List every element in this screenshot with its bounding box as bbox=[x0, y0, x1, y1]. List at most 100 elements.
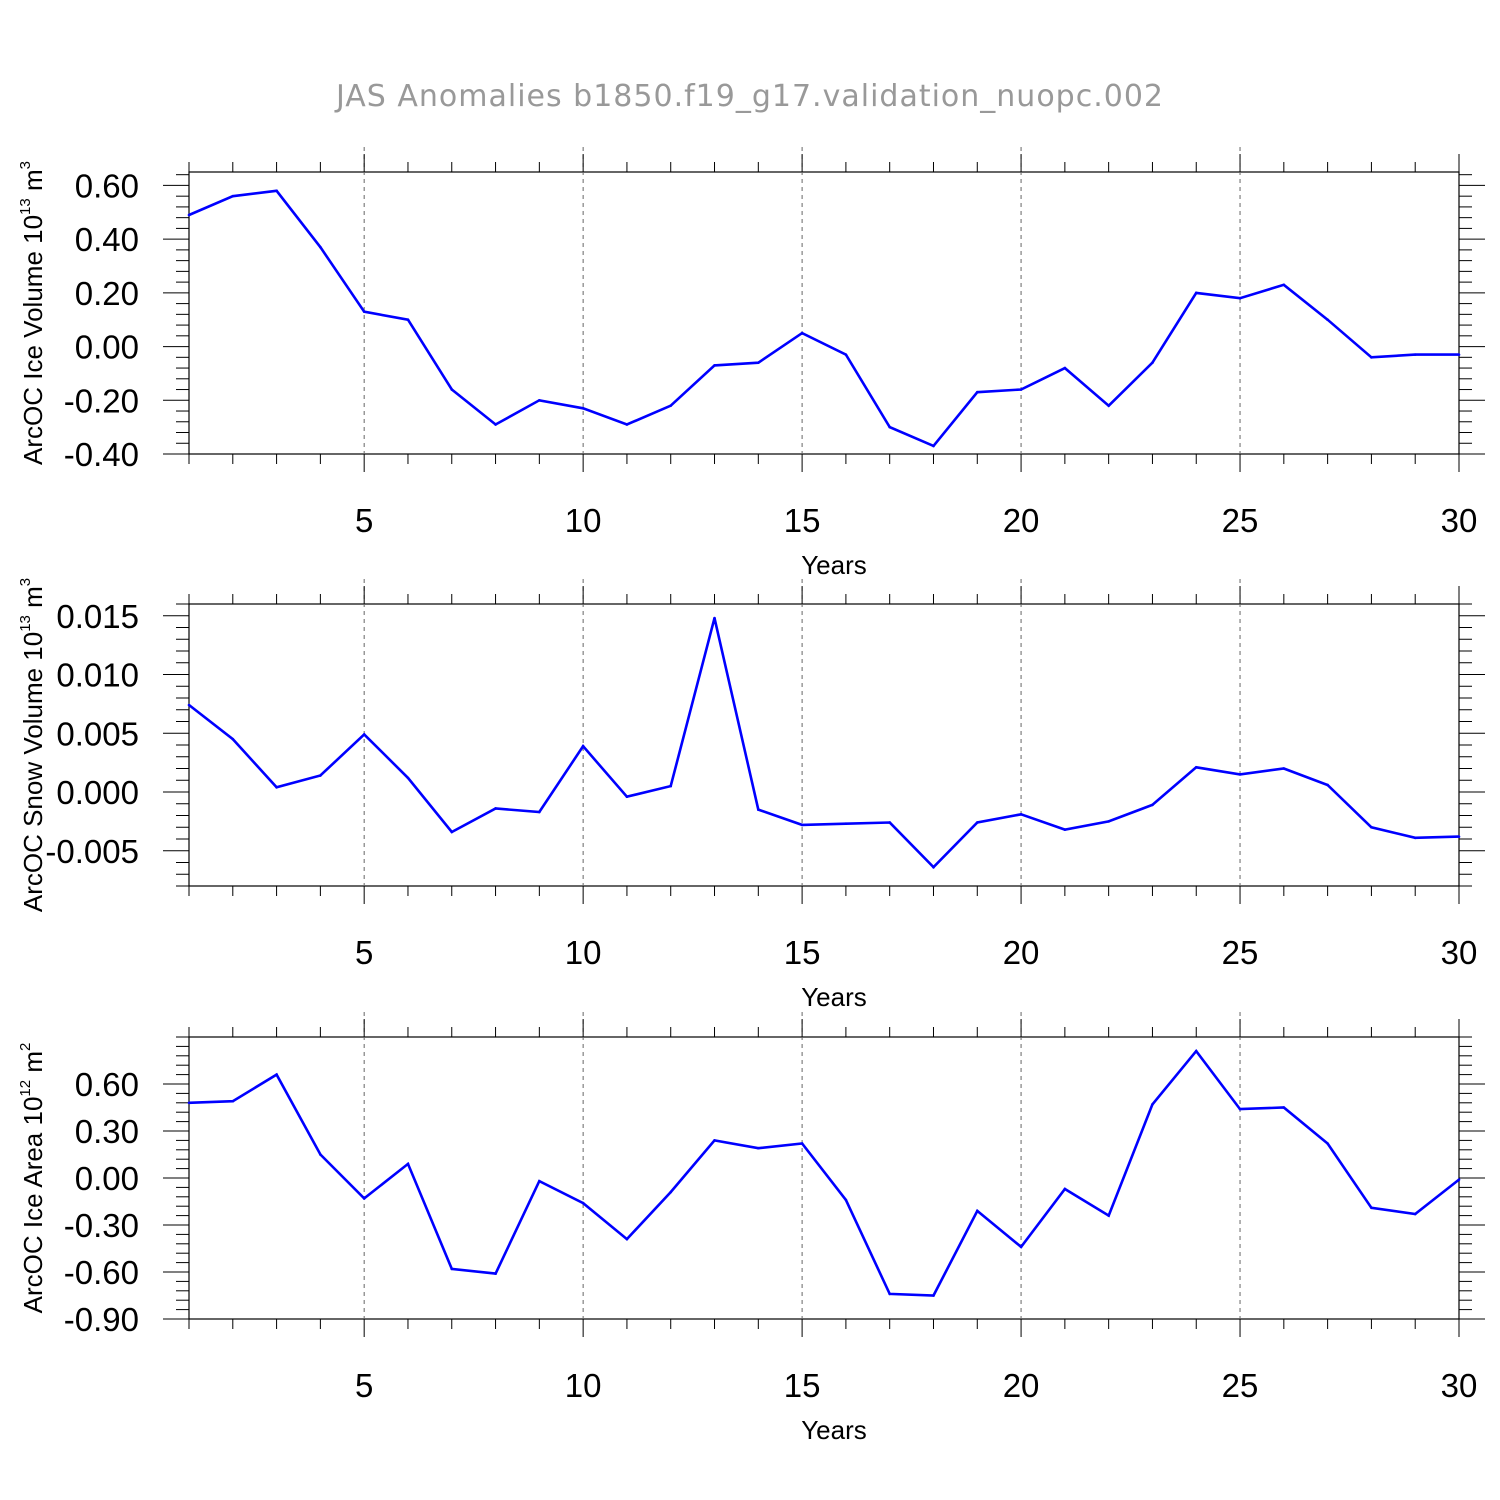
data-point bbox=[800, 823, 804, 827]
series-line bbox=[188, 1048, 1460, 1297]
data-point bbox=[362, 733, 366, 736]
plot-frame bbox=[188, 171, 1460, 455]
x-axis-label: Years bbox=[801, 982, 867, 1012]
x-tick-label: 20 bbox=[1003, 1367, 1040, 1404]
panels: 5 10 15 20 25 30Years0.600.400.200.00-0.20-0.… bbox=[17, 147, 1485, 1445]
y-tick-label: -0.005 bbox=[45, 833, 139, 870]
data-point bbox=[319, 245, 322, 249]
data-point bbox=[406, 1162, 410, 1166]
data-point bbox=[888, 1292, 891, 1296]
y-axis-label-main: ArcOC Snow Volume 10 bbox=[18, 632, 48, 912]
data-point bbox=[1238, 296, 1242, 300]
series-line bbox=[188, 189, 1459, 448]
data-point bbox=[1063, 1187, 1067, 1191]
x-tick-label: 25 bbox=[1222, 934, 1259, 971]
series-line bbox=[188, 617, 1460, 870]
y-axis-label-unit: m bbox=[18, 1051, 48, 1080]
data-point bbox=[450, 830, 454, 834]
data-point bbox=[713, 616, 716, 620]
y-axis-label-main: ArcOC Ice Area 10 bbox=[18, 1097, 48, 1314]
y-tick-label: 0.30 bbox=[75, 1113, 139, 1150]
y-tick-label: -0.90 bbox=[64, 1301, 139, 1338]
y-tick-label: 0.60 bbox=[75, 167, 139, 204]
data-point bbox=[888, 425, 891, 429]
data-point bbox=[1238, 773, 1242, 776]
plot-frame bbox=[188, 603, 1460, 887]
y-tick-label: 0.00 bbox=[75, 329, 139, 366]
y-tick-label: -0.60 bbox=[64, 1254, 139, 1291]
data-point bbox=[538, 810, 541, 814]
data-point bbox=[1326, 1142, 1329, 1145]
x-axis-label: Years bbox=[801, 550, 867, 580]
data-point bbox=[1457, 353, 1461, 356]
x-axis-label: Years bbox=[801, 1415, 867, 1445]
data-point bbox=[581, 744, 585, 748]
data-point bbox=[319, 1153, 322, 1156]
data-point bbox=[275, 1073, 278, 1076]
data-point bbox=[1019, 388, 1023, 391]
y-axis-label-unit-exponent: 3 bbox=[17, 578, 34, 586]
y-tick-label: 0.000 bbox=[56, 774, 139, 811]
data-point bbox=[231, 737, 235, 741]
data-point bbox=[231, 1099, 235, 1103]
data-point bbox=[1282, 283, 1286, 287]
y-tick-label: 0.60 bbox=[75, 1066, 139, 1103]
data-point bbox=[1413, 353, 1417, 356]
panel-3: 5 10 15 20 25 30 Years 0.60 0.30 0.00 -0.30 -0.60 -0… bbox=[17, 1012, 1485, 1445]
data-point bbox=[1370, 825, 1373, 829]
x-tick-label: 20 bbox=[1003, 502, 1040, 539]
data-point bbox=[1194, 1049, 1198, 1053]
y-tick-label: 0.010 bbox=[56, 657, 139, 694]
data-point bbox=[1238, 1107, 1242, 1111]
data-point bbox=[1194, 291, 1198, 295]
y-tick-label: -0.40 bbox=[64, 436, 139, 473]
y-tick-label: 0.015 bbox=[56, 598, 139, 635]
figure-title: JAS Anomalies b1850.f19_g17.validation_n… bbox=[334, 79, 1164, 114]
x-tick-label: 5 bbox=[355, 934, 373, 971]
data-point bbox=[669, 404, 673, 407]
data-point bbox=[625, 1237, 629, 1241]
data-point bbox=[494, 423, 497, 426]
data-point bbox=[669, 1190, 673, 1194]
y-axis-label: ArcOC Ice Area 1012 m2 bbox=[17, 1043, 48, 1314]
y-axis-label-unit: m bbox=[18, 169, 48, 198]
data-point bbox=[625, 423, 629, 426]
data-point bbox=[932, 1294, 935, 1297]
data-point bbox=[757, 1146, 760, 1150]
data-point bbox=[187, 213, 191, 217]
y-axis-label: ArcOC Snow Volume 1013 m3 bbox=[17, 578, 48, 912]
data-point bbox=[975, 821, 979, 824]
x-tick-label: 15 bbox=[784, 1367, 821, 1404]
x-tick-label: 10 bbox=[565, 1367, 602, 1404]
data-point bbox=[1151, 1103, 1154, 1106]
data-point bbox=[406, 776, 410, 780]
data-point bbox=[581, 407, 585, 410]
data-point bbox=[581, 1201, 585, 1205]
data-point bbox=[888, 821, 891, 824]
data-point bbox=[757, 361, 760, 364]
x-tick-label: 20 bbox=[1003, 934, 1040, 971]
data-point bbox=[1019, 813, 1023, 816]
panel-2: 5 10 15 20 25 30 Years 0.015 0.010 0.005 0.000 -0.0… bbox=[17, 578, 1485, 1012]
x-tick-label: 30 bbox=[1441, 934, 1478, 971]
data-point bbox=[1326, 783, 1329, 787]
data-point bbox=[1107, 404, 1110, 407]
data-point bbox=[1194, 766, 1198, 769]
data-point bbox=[1151, 803, 1154, 807]
y-axis-label-unit: m bbox=[18, 586, 48, 615]
x-tick-label: 25 bbox=[1222, 502, 1259, 539]
y-tick-label: 0.40 bbox=[75, 221, 139, 258]
data-point bbox=[1326, 318, 1329, 322]
plot-frame bbox=[188, 1036, 1460, 1320]
data-point bbox=[450, 388, 454, 391]
data-point bbox=[450, 1267, 454, 1271]
data-point bbox=[406, 318, 410, 322]
data-point bbox=[800, 331, 804, 335]
data-point bbox=[625, 795, 629, 798]
data-point bbox=[844, 1198, 848, 1202]
data-point bbox=[231, 194, 235, 198]
x-tick-label: 30 bbox=[1441, 502, 1478, 539]
x-tick-label: 25 bbox=[1222, 1367, 1259, 1404]
panel-1: 5 10 15 20 25 30 Years 0.60 0.40 0.20 0.00 -0.20 -0.… bbox=[17, 147, 1485, 580]
